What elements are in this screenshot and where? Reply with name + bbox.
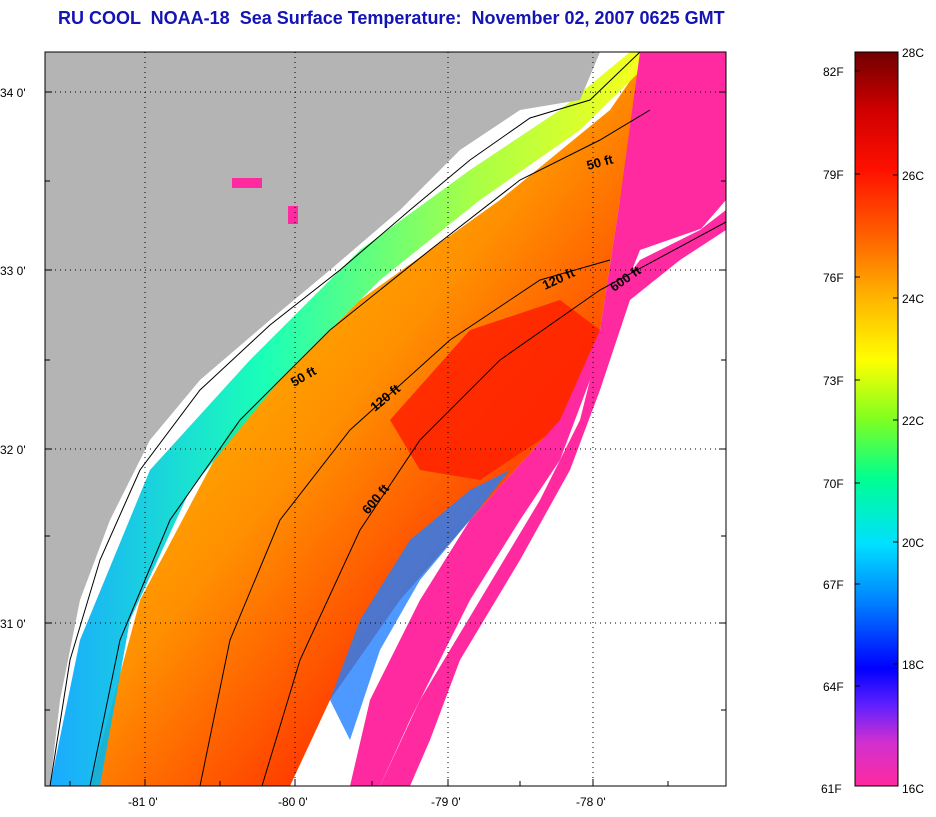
map-grid xyxy=(45,52,726,786)
colorbar-f-label: 70F xyxy=(823,477,844,491)
lat-label-32: 32 0' xyxy=(0,443,26,457)
colorbar-f-label: 67F xyxy=(823,578,844,592)
colorbar-c-label: 28C xyxy=(902,46,924,60)
lon-label-79: -79 0' xyxy=(431,795,461,809)
land-mass xyxy=(45,52,600,786)
cool-filament xyxy=(330,470,510,740)
map-title: RU COOL NOAA-18 Sea Surface Temperature:… xyxy=(58,8,725,28)
lon-label-78: -78 0' xyxy=(576,795,606,809)
lon-label-80: -80 0' xyxy=(278,795,308,809)
colorbar-c-label: 18C xyxy=(902,658,924,672)
map-border xyxy=(44,51,727,787)
axis-ticks xyxy=(45,91,726,786)
lat-label-33: 33 0' xyxy=(0,264,26,278)
colorbar: 82F 79F 76F 73F 70F 67F 64F 61F 28C 26C … xyxy=(821,46,924,796)
lon-label-81: -81 0' xyxy=(128,795,158,809)
contour-120ft xyxy=(199,259,611,786)
inland-pixel-cluster xyxy=(288,206,298,224)
nearshore-band xyxy=(50,52,660,786)
colorbar-f-label: 61F xyxy=(821,782,842,796)
cold-water-region xyxy=(350,52,726,786)
colorbar-c-label: 20C xyxy=(902,536,924,550)
coastline xyxy=(49,52,641,786)
colorbar-f-label: 79F xyxy=(823,168,844,182)
map-layers: 50 ft 120 ft 600 ft 50 ft 120 ft 600 ft xyxy=(45,52,726,786)
colorbar-c-label: 16C xyxy=(902,782,924,796)
colorbar-f-label: 73F xyxy=(823,374,844,388)
contour-600ft xyxy=(261,221,726,786)
inland-pixel-cluster xyxy=(232,178,262,188)
colorbar-c-label: 26C xyxy=(902,169,924,183)
colorbar-c-label: 22C xyxy=(902,414,924,428)
colorbar-f-label: 76F xyxy=(823,271,844,285)
lat-label-34: 34 0' xyxy=(0,86,26,100)
colorbar-f-label: 64F xyxy=(823,680,844,694)
contour-label-50ft-north: 50 ft xyxy=(585,151,615,173)
cloud-patch xyxy=(420,220,726,786)
colorbar-f-label: 82F xyxy=(823,65,844,79)
contour-50ft xyxy=(89,109,651,786)
colorbar-c-label: 24C xyxy=(902,292,924,306)
lat-label-31: 31 0' xyxy=(0,617,26,631)
colorbar-gradient xyxy=(854,51,899,787)
cold-fringe xyxy=(380,210,726,786)
